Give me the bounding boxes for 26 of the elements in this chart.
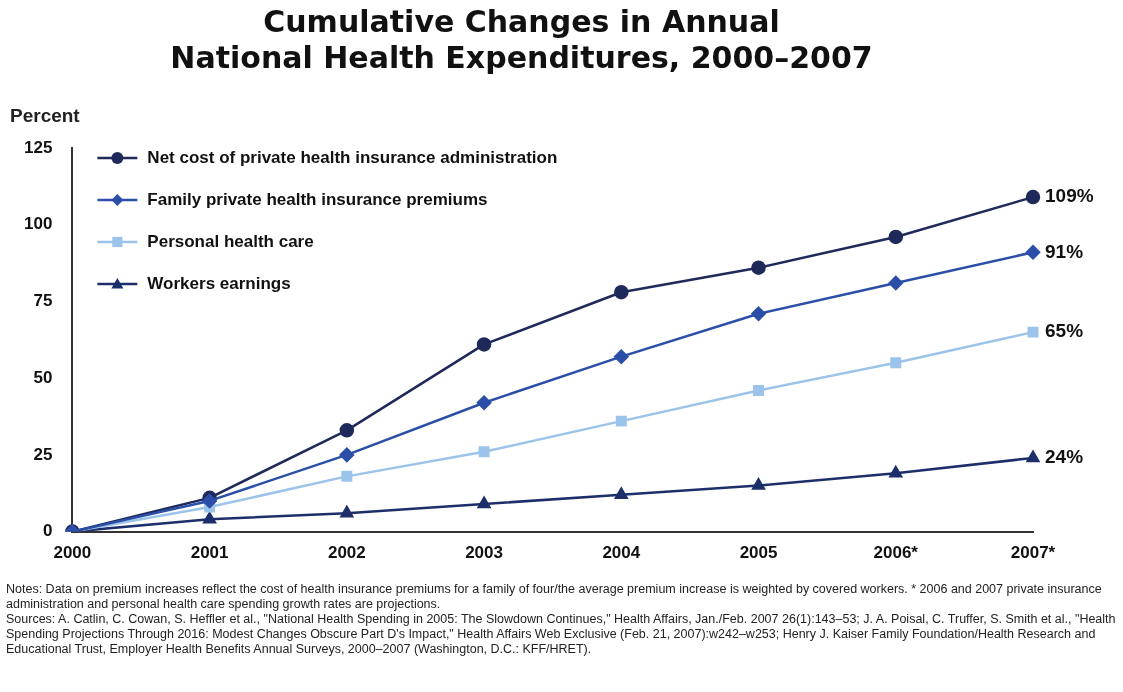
y-tick-label: 50 (33, 367, 53, 387)
legend-label: Net cost of private health insurance administration (147, 147, 558, 167)
y-tick-label: 0 (42, 521, 53, 541)
text: Notes: Data on premium increases reflect the cost of health insurance premiums for a family of four/the average premium increase is weighted by covered workers. * 2006 and 2007 private insurance administration and personal health care spending growth rates are projections. (6, 582, 1103, 612)
data-label: 24% (1045, 446, 1084, 468)
x-tick-label: 2001 (190, 543, 229, 563)
chart-title: Cumulative Changes in Annual National Health Expenditures, 2000–2007 (170, 3, 873, 75)
x-tick-label: 2000 (53, 543, 92, 563)
y-tick-label: 100 (23, 214, 53, 234)
legend-label: Workers earnings (147, 273, 291, 293)
y-tick-label: 75 (33, 291, 53, 311)
y-tick-label: 25 (33, 444, 53, 464)
y-axis-title: Percent (10, 104, 81, 126)
data-label: 91% (1045, 240, 1084, 262)
legend-label: Personal health care (147, 231, 314, 251)
data-label: 65% (1045, 320, 1084, 342)
x-tick-label: 2006* (873, 543, 919, 563)
x-tick-label: 2004 (602, 543, 641, 563)
x-tick-label: 2007* (1010, 543, 1056, 563)
x-tick-label: 2003 (465, 543, 503, 563)
y-tick-label: 125 (23, 137, 53, 157)
data-label: 109% (1045, 185, 1094, 207)
x-tick-label: 2005 (739, 543, 778, 563)
legend-label: Family private health insurance premiums (147, 189, 488, 209)
x-tick-label: 2002 (327, 543, 366, 563)
source-note: Sources: A. Catlin, C. Cowan, S. Heffler et al., "National Health Spending in 2005: The Slowdown Continues," Health Affairs, Jan./Feb. 2007 26(1):143–53; J. A. Poisal, C. Truffer, S. Smith et al., "Health Spending Projections Through 2016: Modest Changes Obscure Part D's Impact," Health Affairs Web Exclusive (Feb. 21, 2007):w242–w253; Henry J. Kaiser Family Foundation/Health Research and Educational Trust, Employer Health Benefits Annual Surveys, 2000–2007 (Washington, D.C.: KFF/HRET). (6, 612, 1116, 657)
